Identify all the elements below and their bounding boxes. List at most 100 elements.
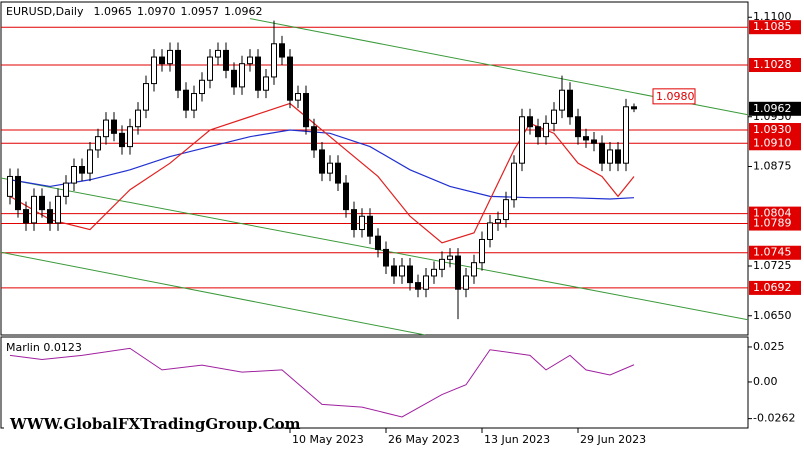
- candle-body: [351, 209, 357, 231]
- current-price-box: [749, 101, 801, 116]
- candle-body: [279, 43, 285, 58]
- candle-body: [175, 49, 181, 91]
- candle-body: [135, 109, 141, 128]
- candle-body: [207, 56, 213, 81]
- level-label-box: [749, 58, 801, 73]
- candle-body: [463, 275, 469, 290]
- candle-body: [127, 126, 133, 148]
- level-label-box: [749, 216, 801, 231]
- candle-body: [631, 106, 637, 110]
- candle-body: [79, 166, 85, 174]
- symbol: EURUSD,Daily: [6, 5, 84, 18]
- candle-body: [431, 268, 437, 277]
- y-tick-label: 1.1100: [753, 10, 792, 23]
- moving-average: [9, 102, 635, 244]
- candle-body: [151, 56, 157, 85]
- trendline: [1, 251, 426, 335]
- candle-body: [607, 149, 613, 164]
- candle-body: [511, 162, 517, 201]
- current-price-label: 1.0962: [753, 102, 792, 115]
- candle-body: [303, 93, 309, 128]
- annotation-box: [652, 88, 696, 105]
- candle-body: [39, 195, 45, 211]
- low-label: 1.0957: [180, 5, 219, 18]
- level-label-box: [749, 245, 801, 260]
- candle-body: [23, 209, 29, 224]
- moving-average: [9, 129, 635, 200]
- candle-body: [95, 136, 101, 151]
- candle-body: [55, 195, 61, 224]
- level-label: 1.0692: [753, 281, 792, 294]
- candle-body: [71, 166, 77, 184]
- candle-body: [159, 56, 165, 65]
- candle-body: [15, 175, 21, 211]
- candle-body: [311, 126, 317, 151]
- candle-body: [471, 262, 477, 277]
- candle-body: [119, 132, 125, 148]
- oscillator-title: Marlin 0.0123: [6, 341, 82, 354]
- candle-body: [335, 162, 341, 184]
- osc-y-tick-label: -0.0262: [753, 412, 795, 425]
- candle-body: [575, 116, 581, 138]
- candle-body: [223, 49, 229, 71]
- candle-body: [343, 182, 349, 211]
- level-label: 1.0789: [753, 217, 792, 230]
- candle-body: [375, 235, 381, 250]
- candle-body: [407, 265, 413, 284]
- candle-body: [415, 282, 421, 290]
- candle-body: [199, 79, 205, 95]
- oscillator-frame: [0, 336, 749, 429]
- candle-body: [367, 215, 373, 237]
- watermark-box: [4, 413, 270, 437]
- candle-body: [567, 89, 573, 118]
- annotation-label: 1.0980: [656, 90, 695, 103]
- close-label: 1.0962: [224, 5, 263, 18]
- y-tick-label: 1.0650: [753, 309, 792, 322]
- level-label: 1.1085: [753, 20, 792, 33]
- candle-body: [479, 238, 485, 264]
- candle-body: [495, 219, 501, 224]
- candle-body: [143, 83, 149, 111]
- high-label: 1.0970: [137, 5, 176, 18]
- candle-body: [591, 139, 597, 144]
- candle-body: [255, 56, 261, 91]
- candle-body: [519, 116, 525, 164]
- candle-body: [271, 43, 277, 78]
- candle-body: [103, 119, 109, 138]
- candle-body: [487, 222, 493, 240]
- level-label-box: [749, 136, 801, 151]
- candle-body: [359, 215, 365, 231]
- candle-body: [239, 63, 245, 88]
- x-tick-label: 10 May 2023: [292, 433, 364, 446]
- candle-body: [455, 255, 461, 290]
- candle-body: [263, 76, 269, 91]
- watermark: WWW.GlobalFXTradingGroup.Com: [9, 415, 301, 433]
- oscillator-line: [9, 347, 635, 418]
- x-tick-label: 13 Jun 2023: [484, 433, 550, 446]
- open-label: 1.0965: [93, 5, 132, 18]
- level-label-box: [749, 123, 801, 138]
- candle-body: [87, 149, 93, 174]
- level-label: 1.0930: [753, 123, 792, 136]
- axes: 1.11001.09501.08751.07251.06500.0250.00-…: [289, 10, 801, 446]
- candle-body: [551, 109, 557, 124]
- candle-body: [535, 126, 541, 138]
- level-label: 1.0804: [753, 207, 792, 220]
- x-tick-label: 29 Jun 2023: [580, 433, 646, 446]
- candle-body: [327, 162, 333, 174]
- oscillator-pane: [9, 347, 635, 418]
- price-pane: [1, 18, 748, 335]
- candle-body: [583, 136, 589, 141]
- candle-body: [63, 182, 69, 197]
- header: EURUSD,Daily 1.0965 1.0970 1.0957 1.0962: [6, 5, 262, 18]
- candle-body: [231, 69, 237, 88]
- candle-body: [423, 275, 429, 290]
- candle-body: [399, 265, 405, 277]
- candle-body: [215, 49, 221, 58]
- candle-body: [319, 149, 325, 174]
- level-label: 1.1028: [753, 58, 792, 71]
- candle-body: [503, 199, 509, 221]
- candle-body: [391, 265, 397, 277]
